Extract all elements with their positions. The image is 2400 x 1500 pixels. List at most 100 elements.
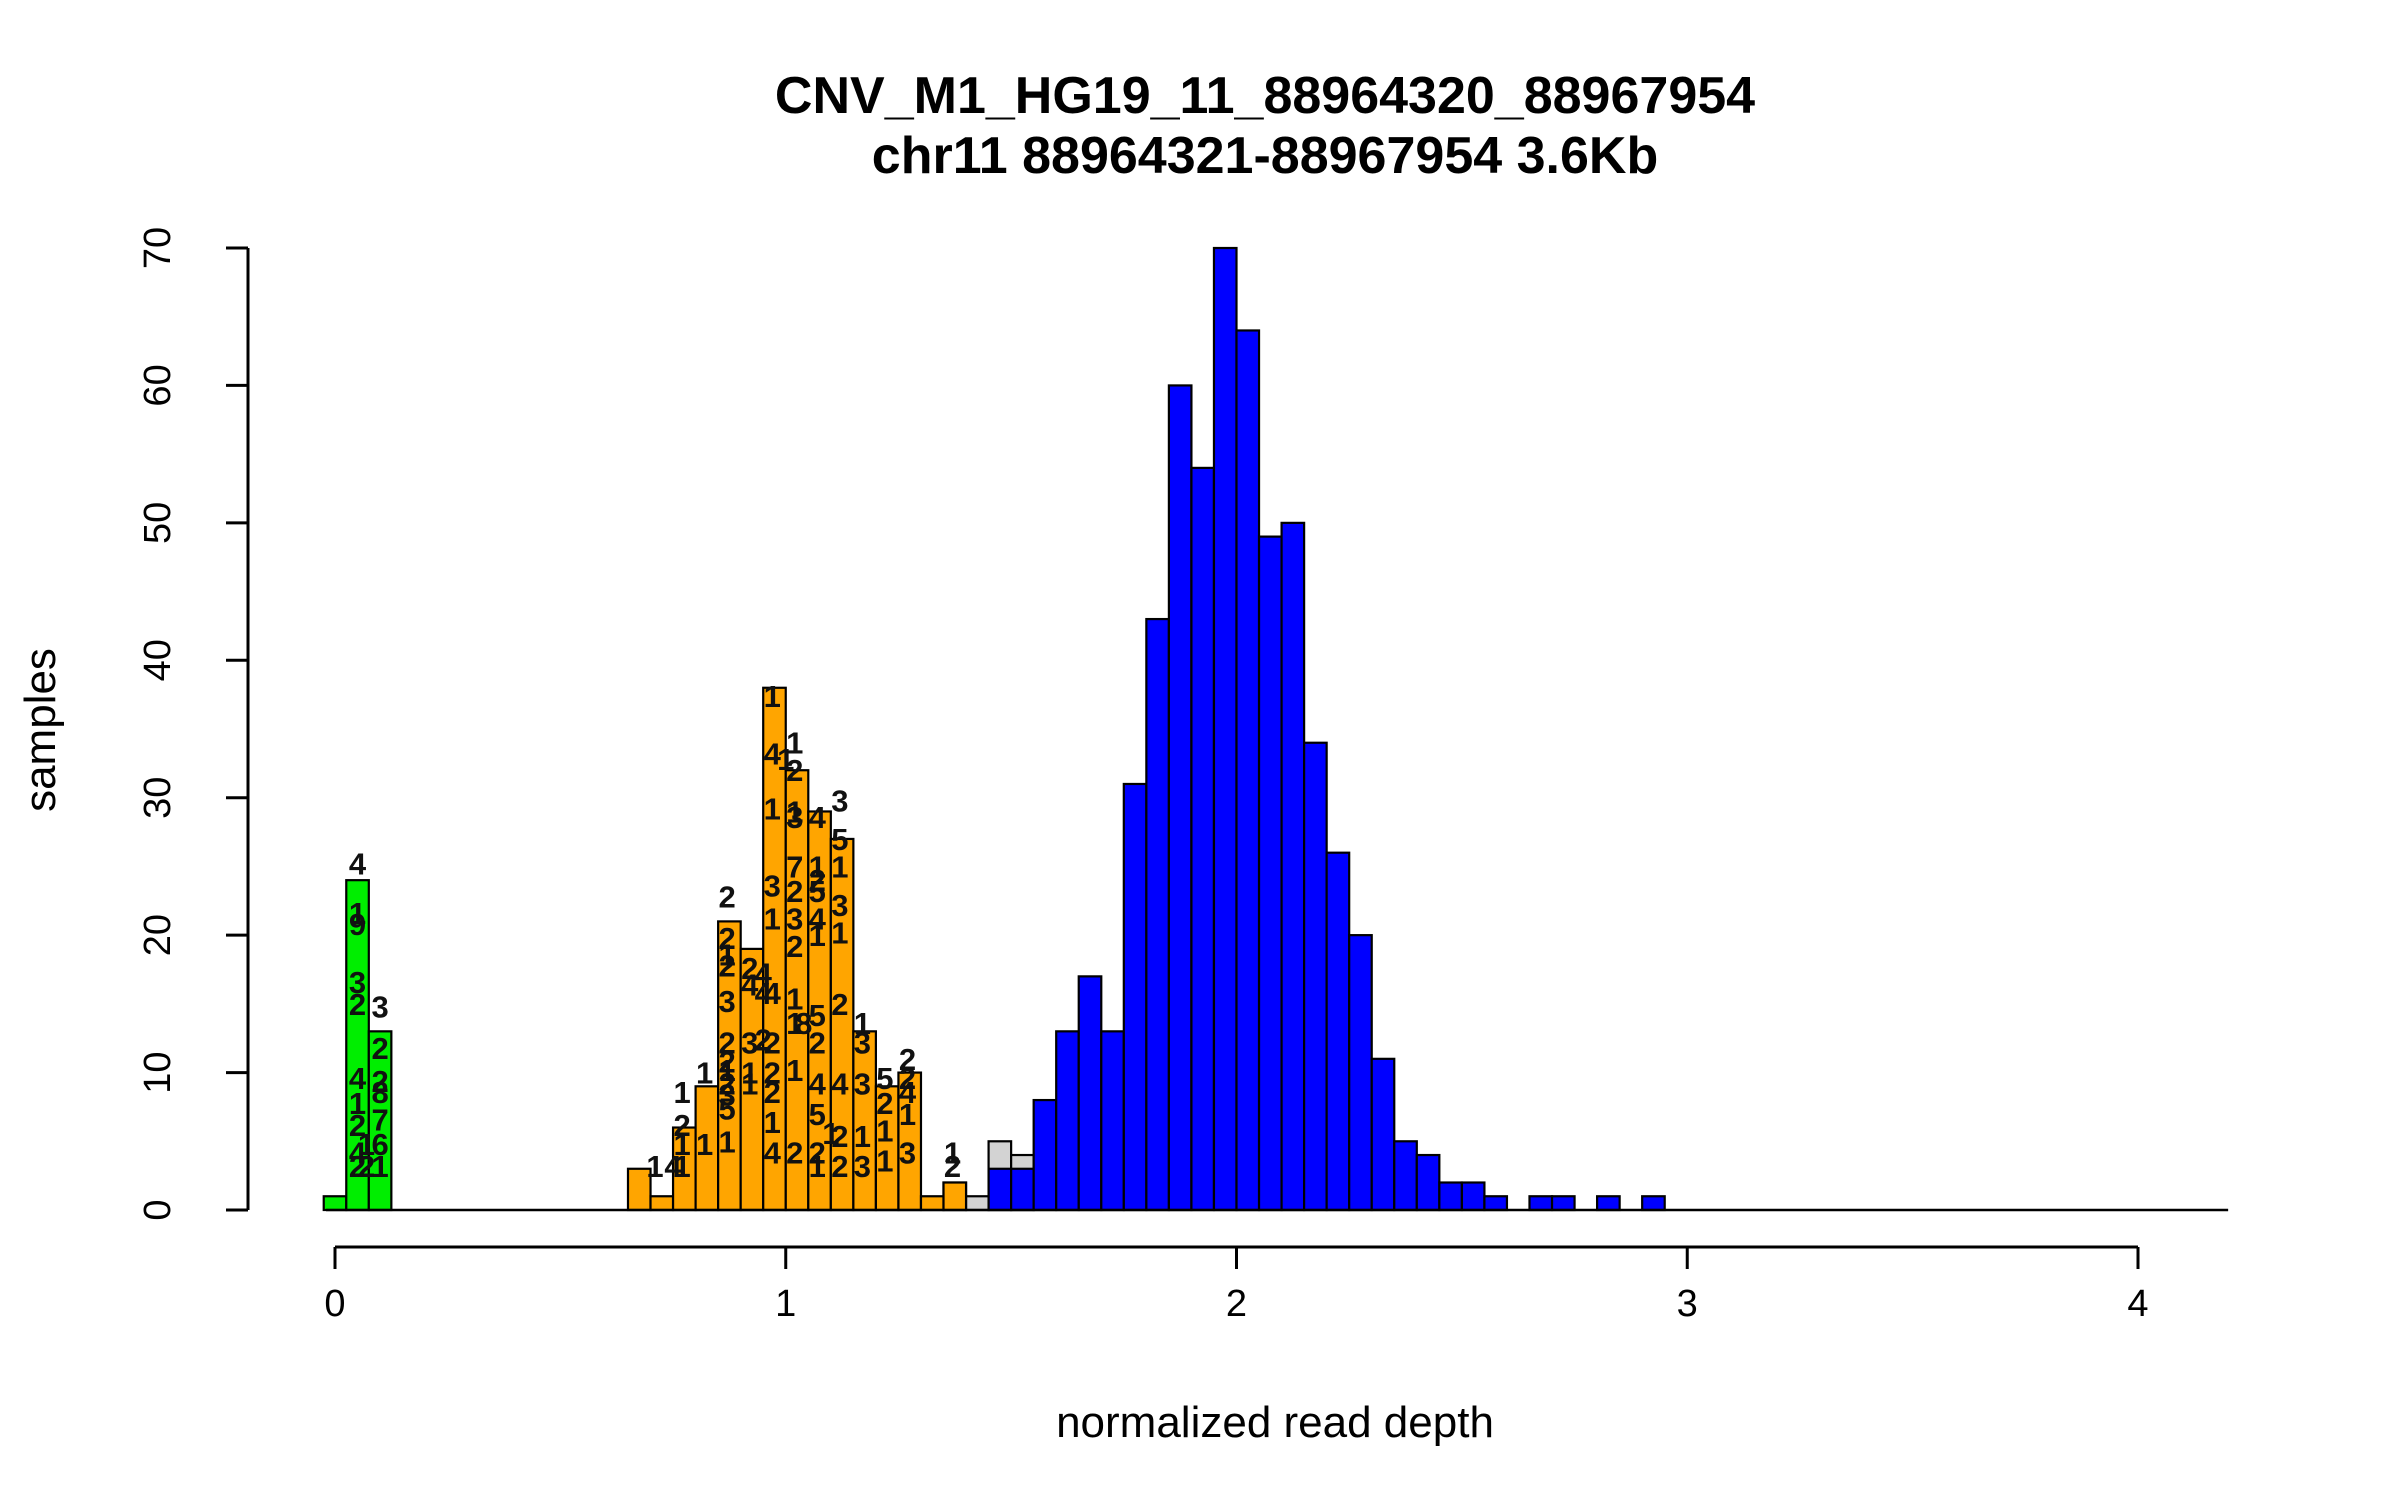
bar-count-label: 1 — [822, 1116, 839, 1151]
bar-count-label: 4 — [349, 1061, 367, 1096]
bar-count-label: 5 — [719, 1091, 736, 1126]
bar-count-label: 1 — [349, 1086, 366, 1121]
bar-count-label: 7 — [786, 849, 803, 884]
x-tick-label: 1 — [775, 1283, 796, 1325]
bar-count-label: 1 — [899, 1097, 916, 1132]
histogram-bar-copy2-19 — [1415, 1153, 1441, 1212]
bar-count-label: 1 — [786, 726, 803, 761]
bar-count-label: 1 — [809, 1149, 826, 1184]
bar-count-label: 5 — [809, 874, 826, 909]
bar-count-label: 3 — [719, 984, 736, 1019]
bar-count-label: 4 — [831, 1067, 849, 1102]
bar-count-label: 3 — [371, 990, 388, 1025]
bar-count-label: 4 — [809, 1067, 827, 1102]
bar-count-label: 1 — [349, 896, 366, 931]
bar-count-label: 3 — [854, 1067, 871, 1102]
bar-count-label: 4 — [664, 1149, 682, 1184]
bar-count-label: 4 — [349, 847, 367, 882]
bar-count-label: 1 — [741, 1056, 758, 1091]
bar-count-label: 2 — [786, 753, 803, 788]
bar-count-label: 2 — [831, 1119, 848, 1154]
histogram-bar-copy2-7 — [1145, 617, 1170, 1212]
histogram-bar-unassigned-1 — [964, 1195, 990, 1212]
bar-count-label: 3 — [764, 869, 781, 904]
bar-count-label: 1 — [854, 1119, 871, 1154]
bar-count-label: 1 — [764, 792, 781, 827]
histogram-bar-copy2-3 — [1055, 1030, 1080, 1212]
bar-count-label: 1 — [646, 1149, 663, 1184]
bar-count-label: 1 — [786, 981, 803, 1016]
bar-count-label: 4 — [899, 1075, 917, 1110]
bar-count-label: 2 — [673, 1108, 690, 1143]
bar-count-label: 2 — [719, 948, 736, 983]
bar-count-label: 2 — [719, 1025, 736, 1060]
bar-count-label: 4 — [349, 1135, 367, 1170]
y-tick-label: 10 — [137, 1051, 179, 1093]
bar-count-label: 1 — [719, 1053, 736, 1088]
histogram-bar-copy1-1 — [649, 1195, 675, 1212]
bar-count-label: 2 — [741, 951, 758, 986]
bar-count-label: 1 — [673, 1127, 690, 1162]
bar-count-label: 4 — [741, 968, 759, 1003]
histogram-bar-copy2-14 — [1303, 741, 1328, 1212]
histogram-bar-copy2-12 — [1257, 535, 1283, 1212]
bar-count-label: 2 — [349, 1149, 366, 1184]
bar-count-label: 2 — [786, 874, 803, 909]
chart-title: CNV_M1_HG19_11_88964320_88967954 — [775, 67, 1755, 125]
bar-count-label: 1 — [719, 1124, 736, 1159]
bar-count-label: 1 — [809, 849, 826, 884]
bar-count-label: 2 — [719, 921, 736, 956]
histogram-bar-copy2-16 — [1348, 934, 1373, 1212]
bar-count-label: 2 — [764, 1056, 781, 1091]
bar-count-label: 1 — [741, 1067, 758, 1102]
bar-count-label: 2 — [899, 1042, 916, 1077]
y-tick-label: 50 — [137, 502, 179, 544]
bar-count-label: 2 — [358, 1149, 375, 1184]
bar-count-label: 1 — [696, 1056, 713, 1091]
histogram-bar-copy2-26 — [1641, 1195, 1666, 1212]
bar-count-label: 4 — [809, 902, 827, 937]
histogram-bar-copy2-10 — [1212, 246, 1238, 1212]
bar-count-label: 1 — [831, 849, 848, 884]
bar-count-label: 1 — [876, 1144, 893, 1179]
bar-count-label: 5 — [876, 1061, 893, 1096]
bar-count-label: 8 — [795, 1006, 812, 1041]
bar-count-label: 1 — [809, 918, 826, 953]
bar-count-label: 1 — [764, 1105, 781, 1140]
x-tick-label: 4 — [2127, 1283, 2148, 1325]
bar-count-label: 1 — [786, 1006, 803, 1041]
histogram-bar-copy2-21 — [1460, 1181, 1486, 1212]
histogram-bar-copy2-4 — [1077, 975, 1103, 1212]
histogram-bars — [322, 246, 2229, 1212]
y-axis-label: samples — [16, 648, 65, 812]
bar-count-label: 3 — [831, 888, 848, 923]
bar-count-label: 1 — [673, 1075, 690, 1110]
bar-count-label: 2 — [831, 987, 848, 1022]
bar-count-label: 3 — [719, 1078, 736, 1113]
histogram-bar-copy1-13 — [919, 1195, 945, 1212]
bar-count-label: 3 — [741, 1025, 758, 1060]
x-tick-label: 3 — [1677, 1283, 1698, 1325]
histogram-bar-copy2-9 — [1190, 466, 1216, 1212]
bar-count-label: 4 — [764, 737, 782, 772]
bar-count-label: 3 — [854, 1149, 871, 1184]
bar-count-label: 5 — [831, 822, 848, 857]
histogram-bar-copy2-17 — [1370, 1057, 1396, 1212]
bar-count-label: 3 — [349, 965, 366, 1000]
histogram-bar-copy2-1 — [1010, 1167, 1035, 1212]
bar-count-label: 2 — [371, 1064, 388, 1099]
bar-count-label: 2 — [786, 929, 803, 964]
bar-count-label: 2 — [764, 1025, 781, 1060]
bar-count-label: 1 — [358, 1127, 375, 1162]
bar-count-label: 1 — [876, 1113, 893, 1148]
histogram-bar-copy0-0 — [322, 1195, 348, 1212]
bar-count-label: 1 — [786, 1053, 803, 1088]
bar-count-label: 2 — [831, 1149, 848, 1184]
bar-count-label: 1 — [719, 937, 736, 972]
bar-count-label: 5 — [809, 1097, 826, 1132]
bar-count-label: 1 — [696, 1127, 713, 1162]
histogram-bar-copy2-24 — [1550, 1195, 1576, 1212]
histogram-bar-copy2-6 — [1122, 782, 1148, 1212]
